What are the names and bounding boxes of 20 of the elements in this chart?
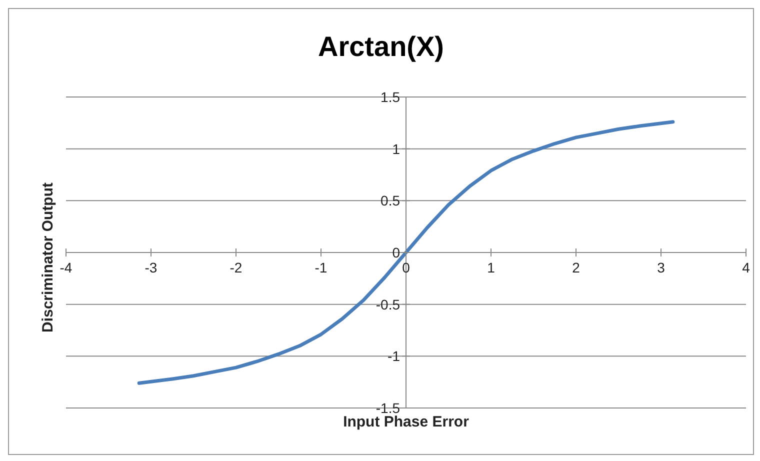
x-tick-label: -1 [314,260,328,276]
x-tick-label: 1 [487,260,496,276]
x-tick-label: -3 [144,260,158,276]
line-series [137,120,675,385]
x-tick-label: 0 [402,260,410,276]
chart-title: Arctan(X) [316,31,445,63]
x-tick-label: 2 [572,260,580,276]
y-tick-label: 0 [392,244,400,260]
y-tick-label: -0.5 [376,296,400,312]
y-tick-label: 0.5 [380,192,400,209]
y-tick-label: 1.5 [380,89,400,105]
x-tick-label: -4 [60,260,72,276]
y-tick-label: -1.5 [376,400,400,416]
x-tick-label: -2 [230,260,242,276]
x-axis-title: Input Phase Error [343,414,470,431]
y-axis-title: Discriminator Output [39,182,56,332]
x-tick-label: 3 [657,260,666,276]
y-tick-label: 1 [392,140,400,157]
x-tick-label: 4 [742,260,750,276]
y-tick-label: -1 [388,348,400,364]
